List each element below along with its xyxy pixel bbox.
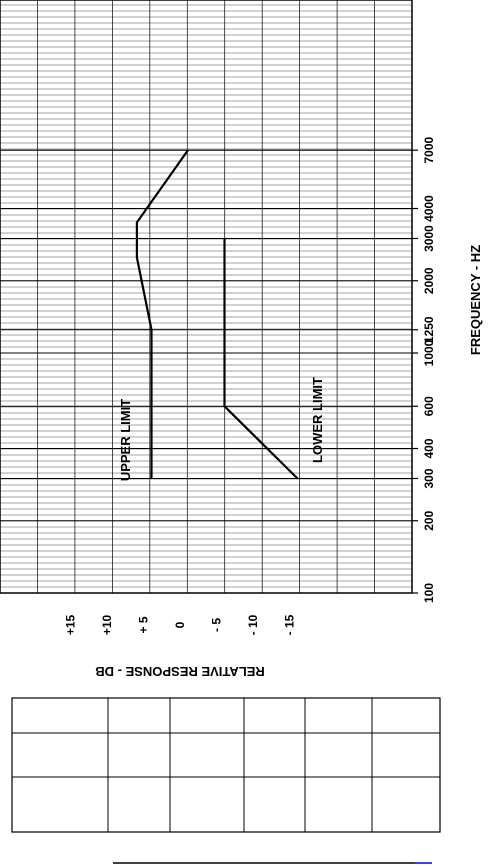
upper-limit-label: UPPER LIMIT [118, 399, 133, 481]
series-line [223, 238, 299, 480]
x-tick-label: 600 [422, 396, 436, 416]
series-line [135, 149, 189, 479]
y-axis-label: RELATIVE RESPONSE - DB [95, 664, 265, 679]
x-axis-label: FREQUENCY - HZ [468, 245, 483, 355]
series-labels: UPPER LIMIT LOWER LIMIT [118, 377, 325, 481]
y-tick-label: - 15 [283, 614, 297, 635]
x-tick-label: 100 [422, 583, 436, 603]
table-frame [11, 697, 441, 833]
x-tick-label: 7000 [422, 137, 436, 164]
y-tick-label: - 10 [246, 614, 260, 635]
y-tick-label: + 5 [137, 616, 151, 633]
y-tick-label: +10 [100, 614, 114, 635]
y-tick-label: +15 [64, 614, 78, 635]
chart-axis-labels: FREQUENCY - HZ RELATIVE RESPONSE - DB [95, 245, 483, 679]
x-tick-label: 4000 [422, 195, 436, 222]
chart-series [135, 149, 299, 480]
x-tick-label: 400 [422, 438, 436, 458]
data-table [11, 697, 441, 833]
y-tick-label: 0 [173, 621, 187, 628]
x-tick-label: 3000 [422, 225, 436, 252]
y-tick-label: - 5 [210, 618, 224, 632]
x-tick-label: 300 [422, 468, 436, 488]
lower-limit-label: LOWER LIMIT [310, 377, 325, 463]
x-tick-label: 1250 [422, 316, 436, 343]
x-tick-label: 2000 [422, 267, 436, 294]
chart-grid [0, 0, 418, 594]
x-tick-label: 1000 [422, 339, 436, 366]
x-tick-label: 200 [422, 510, 436, 530]
